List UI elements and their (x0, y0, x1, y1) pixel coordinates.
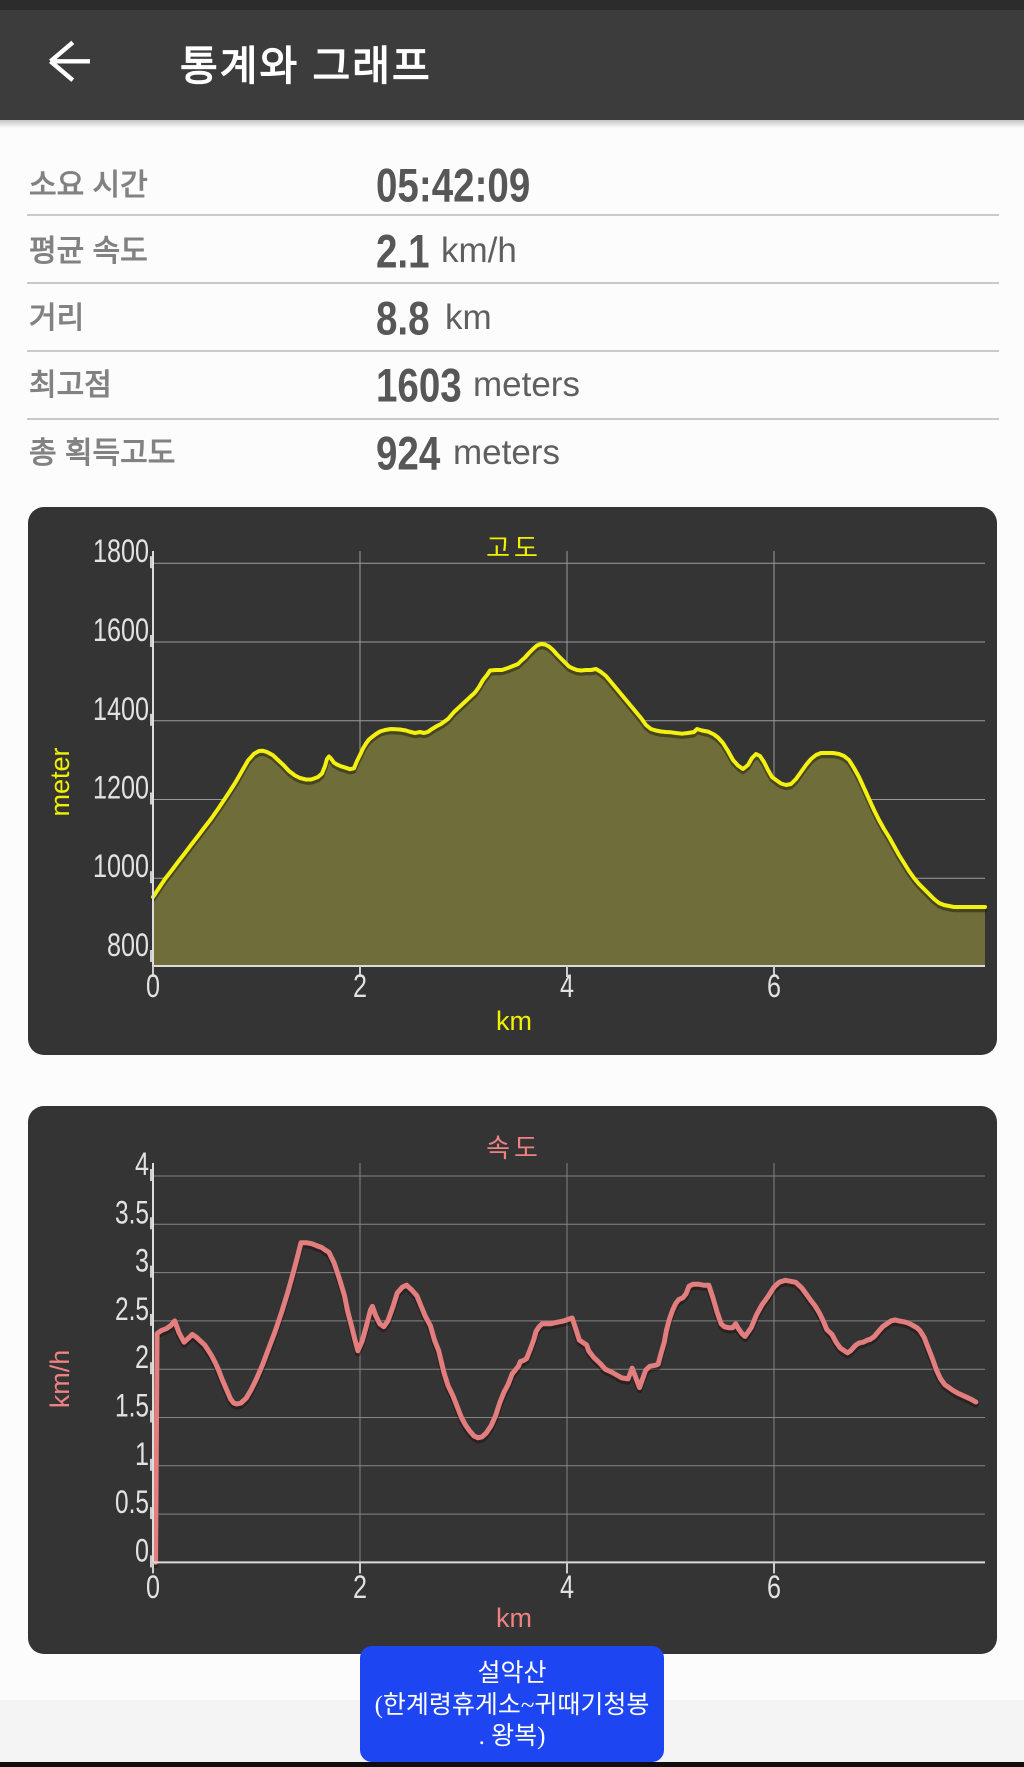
svg-text:0.5: 0.5 (115, 1484, 149, 1520)
svg-text:고도: 고도 (486, 533, 542, 563)
svg-text:1600: 1600 (93, 612, 149, 648)
svg-text:0: 0 (135, 1532, 149, 1568)
svg-text:3: 3 (135, 1243, 149, 1279)
svg-text:0: 0 (146, 1569, 160, 1605)
svg-text:속도: 속도 (486, 1133, 542, 1163)
svg-text:1000: 1000 (93, 848, 149, 884)
svg-text:6: 6 (767, 968, 781, 1004)
svg-text:1: 1 (135, 1436, 149, 1472)
svg-text:1800: 1800 (93, 533, 149, 569)
svg-text:km: km (496, 1603, 532, 1633)
svg-text:4: 4 (560, 1569, 574, 1605)
svg-text:3.5: 3.5 (115, 1194, 149, 1230)
svg-text:2.5: 2.5 (115, 1291, 149, 1327)
svg-text:meter: meter (45, 747, 75, 816)
svg-text:4: 4 (560, 968, 574, 1004)
svg-text:2: 2 (135, 1339, 149, 1375)
svg-text:2: 2 (353, 1569, 367, 1605)
svg-text:1200: 1200 (93, 770, 149, 806)
svg-text:2: 2 (353, 968, 367, 1004)
svg-text:km: km (496, 1006, 532, 1036)
svg-text:1400: 1400 (93, 691, 149, 727)
svg-text:800: 800 (107, 927, 149, 963)
svg-text:6: 6 (767, 1569, 781, 1605)
svg-text:1.5: 1.5 (115, 1388, 149, 1424)
svg-text:4: 4 (135, 1146, 149, 1182)
svg-text:km/h: km/h (45, 1350, 75, 1409)
svg-text:0: 0 (146, 968, 160, 1004)
